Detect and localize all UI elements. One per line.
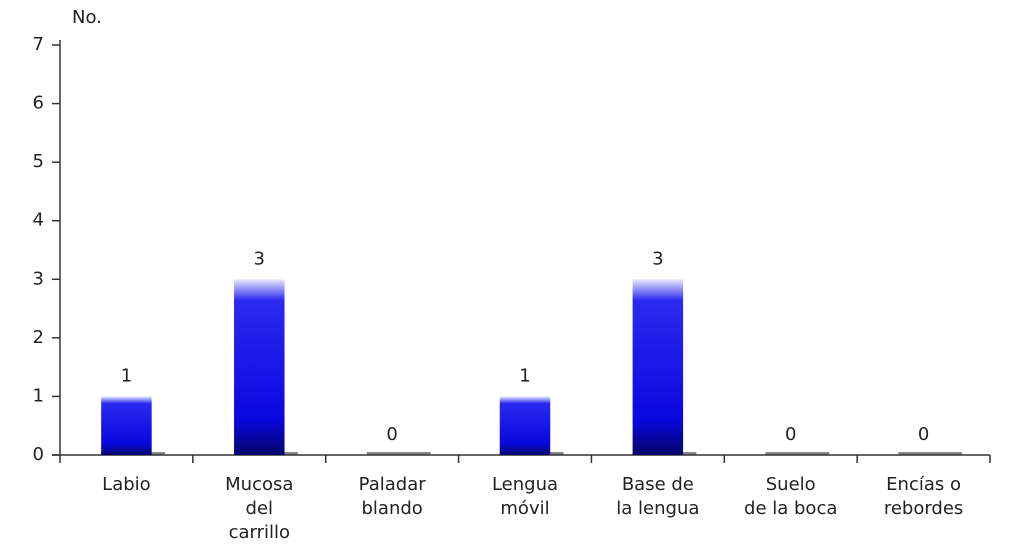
- y-tick-label: 4: [33, 210, 44, 231]
- x-tick-label: Paladar: [359, 474, 427, 495]
- x-tick-label: móvil: [500, 498, 549, 519]
- y-axis-label: No.: [72, 7, 102, 28]
- x-tick-label: Mucosa: [225, 474, 293, 495]
- y-tick-label: 1: [33, 385, 44, 406]
- y-tick-label: 7: [33, 34, 44, 55]
- x-tick-label: del: [246, 498, 274, 519]
- x-tick-label: Encías o: [886, 474, 961, 495]
- data-label: 1: [121, 365, 132, 386]
- data-label: 3: [652, 248, 663, 269]
- y-tick-label: 6: [33, 93, 44, 114]
- bar-base: [898, 452, 963, 455]
- x-tick-label: Suelo: [766, 474, 816, 495]
- bar-base: [765, 452, 830, 455]
- x-tick-label: de la boca: [744, 498, 837, 519]
- bar: [499, 396, 551, 455]
- data-label: 1: [519, 365, 530, 386]
- bar: [632, 279, 684, 455]
- bar: [234, 279, 285, 455]
- x-tick-label: rebordes: [884, 498, 963, 519]
- data-label: 3: [254, 248, 265, 269]
- data-label: 0: [386, 424, 397, 445]
- bar: [101, 396, 152, 455]
- x-tick-label: blando: [361, 498, 422, 519]
- y-tick-label: 2: [33, 327, 44, 348]
- x-tick-label: la lengua: [616, 498, 699, 519]
- y-tick-label: 3: [33, 268, 44, 289]
- data-label: 0: [918, 424, 929, 445]
- x-tick-label: carrillo: [229, 522, 290, 543]
- x-tick-label: Base de: [622, 474, 694, 495]
- y-tick-label: 5: [33, 151, 44, 172]
- x-tick-label: Lengua: [492, 474, 558, 495]
- bar-base: [366, 452, 431, 455]
- data-label: 0: [785, 424, 796, 445]
- x-tick-label: Labio: [102, 474, 151, 495]
- y-tick-label: 0: [33, 444, 44, 465]
